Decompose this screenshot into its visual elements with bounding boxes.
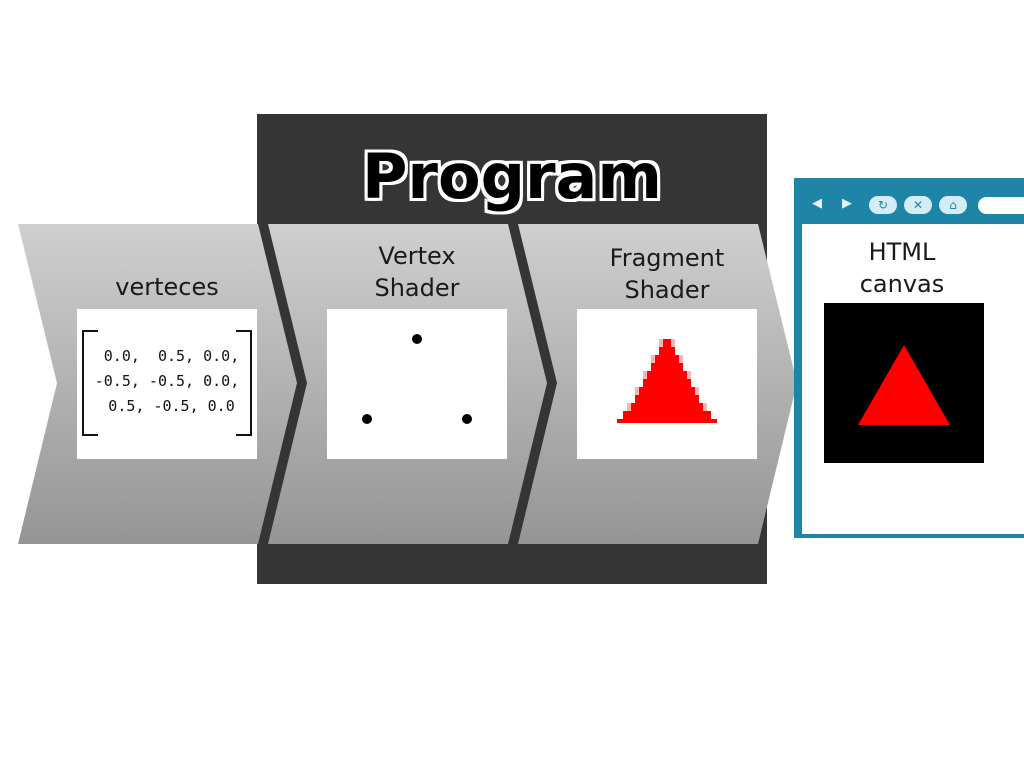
vertex-shader-label-line1: Vertex	[378, 242, 456, 270]
fragment-shader-label-line1: Fragment	[609, 244, 725, 272]
back-icon[interactable]: ◀	[812, 196, 822, 211]
rasterized-triangle-panel	[577, 309, 757, 459]
rendered-triangle	[858, 345, 950, 425]
forward-icon[interactable]: ▶	[842, 196, 852, 211]
html-canvas-label-line1: HTML	[868, 238, 936, 266]
html-canvas-label: HTML canvas	[822, 236, 982, 300]
program-title: Program	[361, 140, 662, 213]
vertex-point-top	[412, 334, 422, 344]
matrix-left-bracket	[82, 330, 98, 436]
fragment-shader-label: Fragment Shader	[577, 242, 757, 306]
matrix-row: -0.5, -0.5, 0.0,	[94, 372, 240, 390]
vertex-shader-label-line2: Shader	[374, 274, 460, 302]
fragment-shader-label-line2: Shader	[624, 276, 710, 304]
close-icon[interactable]: ✕	[904, 196, 932, 214]
matrix-row: 0.5, -0.5, 0.0	[99, 397, 235, 415]
triangle-fragments	[617, 339, 717, 423]
triangle-edge-fragments	[627, 339, 707, 411]
matrix-right-bracket	[236, 330, 252, 436]
reload-icon[interactable]: ↻	[869, 196, 897, 214]
pixelated-triangle	[617, 339, 717, 423]
html-canvas-view	[824, 303, 984, 463]
input-stage-label: verteces	[115, 273, 219, 301]
vertex-points-panel	[327, 309, 507, 459]
vertex-point-bottom-right	[462, 414, 472, 424]
address-bar[interactable]	[978, 197, 1024, 214]
vertex-shader-label: Vertex Shader	[327, 240, 507, 304]
vertex-points	[362, 334, 472, 424]
home-icon[interactable]: ⌂	[939, 196, 967, 214]
vertex-matrix-panel: 0.0, 0.5, 0.0, -0.5, -0.5, 0.0, 0.5, -0.…	[77, 309, 257, 459]
html-canvas-label-line2: canvas	[859, 270, 945, 298]
browser-window: ◀ ▶ ↻ ✕ ⌂ HTML canvas	[794, 178, 1024, 538]
matrix-row: 0.0, 0.5, 0.0,	[94, 347, 240, 365]
vertex-point-bottom-left	[362, 414, 372, 424]
